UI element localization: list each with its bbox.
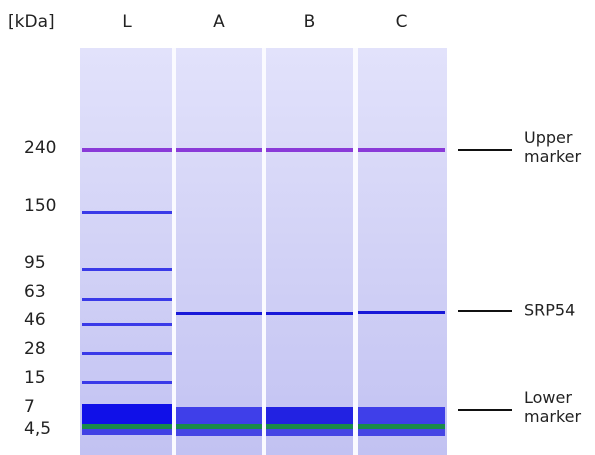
band — [266, 424, 353, 429]
ladder-label: 63 — [24, 282, 46, 302]
band — [266, 429, 353, 436]
band — [176, 429, 262, 436]
annotation-text: Upper — [524, 128, 573, 147]
ladder-label: 46 — [24, 310, 46, 330]
band — [176, 312, 262, 315]
band — [176, 407, 262, 425]
ladder-label: 28 — [24, 339, 46, 359]
band — [82, 298, 172, 301]
gel — [80, 48, 447, 455]
annotation-text: Lower — [524, 388, 572, 407]
band — [82, 429, 172, 435]
annotation-text: SRP54 — [524, 301, 575, 320]
band — [82, 404, 172, 424]
ladder-label: 15 — [24, 368, 46, 388]
ladder-label: 240 — [24, 138, 56, 158]
band — [176, 148, 262, 152]
annotation-text: marker — [524, 407, 582, 426]
band — [358, 148, 445, 152]
gel-figure: [kDa] LABC240150956346281574,5Uppermarke… — [0, 0, 595, 455]
ladder-label: 150 — [24, 196, 56, 216]
lane-label: B — [304, 12, 316, 32]
ladder-label: 95 — [24, 253, 46, 273]
annotation-text: marker — [524, 147, 582, 166]
band — [266, 312, 353, 315]
band — [358, 407, 445, 425]
band — [358, 429, 445, 436]
band — [266, 148, 353, 152]
lane-gap — [262, 48, 266, 455]
ladder-label: 4,5 — [24, 419, 51, 439]
ladder-label: 7 — [24, 397, 35, 417]
band — [266, 407, 353, 425]
lane-gap — [172, 48, 176, 455]
band — [82, 268, 172, 271]
band — [358, 311, 445, 314]
band — [82, 211, 172, 214]
band — [82, 424, 172, 429]
lane-label: L — [122, 12, 132, 32]
band — [358, 424, 445, 429]
unit-label: [kDa] — [8, 12, 55, 32]
band — [82, 148, 172, 152]
lane-label: C — [396, 12, 408, 32]
band — [82, 381, 172, 384]
band — [82, 323, 172, 326]
page: [kDa] LABC240150956346281574,5Uppermarke… — [0, 0, 595, 455]
lane-gap — [353, 48, 358, 455]
band — [176, 424, 262, 429]
band — [82, 352, 172, 355]
lane-label: A — [213, 12, 225, 32]
